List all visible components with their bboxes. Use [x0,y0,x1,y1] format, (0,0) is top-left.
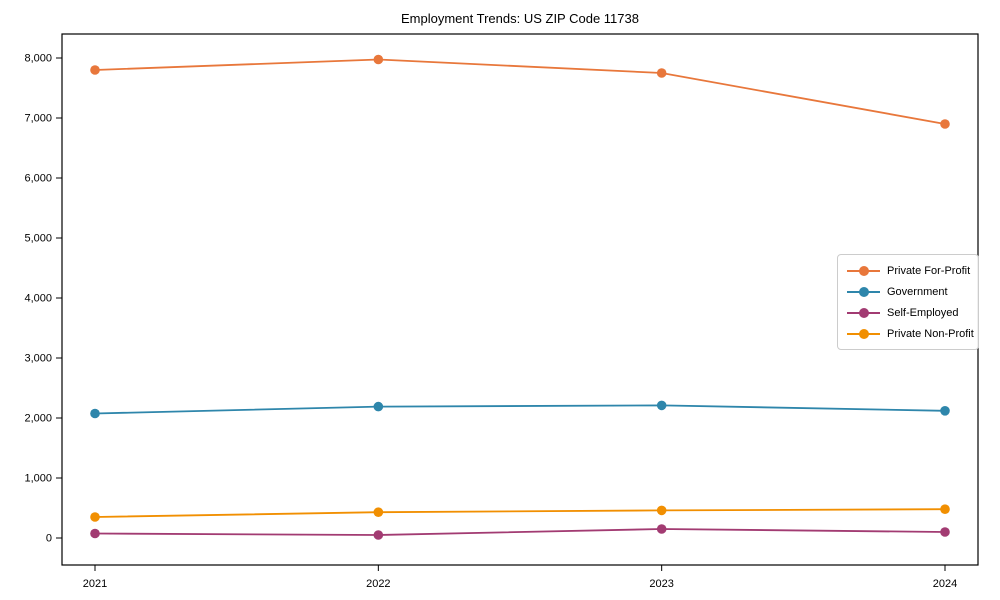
series-line-private-for-profit [94,58,946,125]
legend-marker-icon [847,307,880,319]
data-point-marker [940,504,950,514]
legend-label: Self-Employed [887,306,959,319]
y-axis-tick-label: 1,000 [24,473,52,485]
y-axis-tick-label: 5,000 [24,233,52,245]
series-line-self-employed [94,528,946,536]
chart-title: Employment Trends: US ZIP Code 11738 [401,11,639,26]
legend-marker-icon [847,328,880,340]
data-point-marker [90,408,100,419]
x-axis-tick-label: 2023 [649,578,673,590]
series-line-government [94,404,946,415]
legend-label: Government [887,285,948,298]
legend-marker-icon [847,265,880,277]
y-axis-tick-label: 4,000 [24,293,52,305]
legend-item: Private Non-Profit [838,323,978,344]
data-point-marker [90,65,100,75]
data-point-marker [940,406,950,416]
x-axis-tick-label: 2021 [83,578,107,590]
legend: Private For-Profit Government Self-Employe… [837,254,979,350]
series-line-private-non-profit [94,508,946,518]
data-point-marker [656,524,667,534]
y-axis-tick-label: 2,000 [24,413,52,425]
data-point-marker [90,512,100,522]
legend-item: Private For-Profit [838,260,978,281]
y-axis-tick-label: 0 [46,533,52,545]
y-axis-tick-label: 6,000 [24,173,52,185]
x-axis-tick-label: 2022 [366,578,390,590]
legend-item: Self-Employed [838,302,978,323]
data-point-marker [373,54,384,65]
y-axis-tick-label: 8,000 [24,53,52,65]
data-point-marker [656,400,667,411]
data-point-marker [90,528,100,539]
data-point-marker [373,401,384,412]
data-point-marker [373,530,384,540]
x-axis-tick-label: 2024 [933,578,957,590]
data-point-marker [656,505,667,516]
y-axis-tick-label: 3,000 [24,353,52,365]
data-point-marker [940,527,950,537]
data-point-marker [940,119,950,129]
data-point-marker [656,68,667,78]
legend-label: Private Non-Profit [887,327,974,340]
data-point-marker [373,507,384,517]
legend-item: Government [838,281,978,302]
legend-marker-icon [847,286,880,298]
y-axis-tick-label: 7,000 [24,113,52,125]
legend-label: Private For-Profit [887,264,971,277]
